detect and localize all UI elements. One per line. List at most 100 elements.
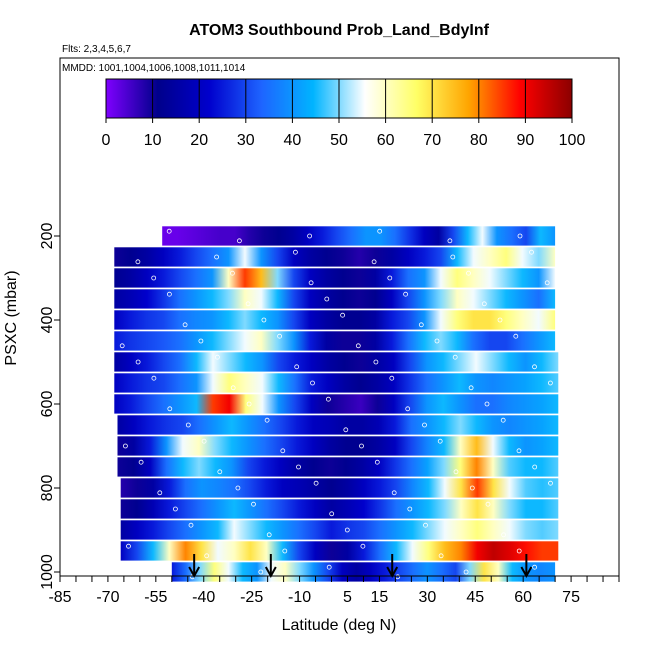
sample-point xyxy=(450,254,456,260)
sample-point xyxy=(513,333,519,339)
sample-point xyxy=(261,317,267,323)
sample-point xyxy=(313,480,319,486)
colorbar-tick-label: 80 xyxy=(470,132,488,149)
sample-point xyxy=(377,228,383,234)
sample-point xyxy=(185,422,191,428)
colorbar-tick-label: 60 xyxy=(377,132,395,149)
x-tick-label: 5 xyxy=(343,589,352,606)
sample-point xyxy=(214,354,220,360)
sample-point xyxy=(343,427,349,433)
sample-point xyxy=(166,291,172,297)
sample-point xyxy=(204,553,210,559)
sample-point xyxy=(258,569,264,575)
sample-point xyxy=(434,338,440,344)
heatmap-row-350 xyxy=(114,289,556,309)
sample-point xyxy=(468,385,474,391)
sample-point xyxy=(497,317,503,323)
heatmap-row-850 xyxy=(120,499,559,519)
x-tick-label: 75 xyxy=(562,589,580,606)
heatmap-row-800 xyxy=(120,478,559,498)
sample-point xyxy=(452,354,458,360)
sample-point xyxy=(389,375,395,381)
x-tick-label: -40 xyxy=(192,589,215,606)
x-tick-label: -70 xyxy=(96,589,119,606)
plot-frame xyxy=(59,57,620,577)
sample-point xyxy=(405,406,411,412)
colorbar-tick-label: 40 xyxy=(284,132,302,149)
sample-point xyxy=(340,312,346,318)
sample-point xyxy=(447,238,453,244)
sample-point xyxy=(280,448,286,454)
sample-point xyxy=(229,270,235,276)
sample-point xyxy=(119,343,125,349)
sample-point xyxy=(423,522,428,528)
sample-point xyxy=(453,469,459,475)
y-tick-label: 600 xyxy=(39,391,56,418)
sample-point xyxy=(500,417,506,423)
heatmap-row-750 xyxy=(117,457,559,477)
sample-point xyxy=(126,543,131,549)
flight-marker-arrowhead xyxy=(188,566,201,579)
sample-point xyxy=(277,333,283,339)
sample-point xyxy=(359,443,364,449)
sample-point xyxy=(344,527,350,533)
sample-point xyxy=(201,438,207,444)
sample-point xyxy=(532,564,537,570)
sample-point xyxy=(138,459,144,465)
heatmap-row-500 xyxy=(114,352,559,372)
sample-point xyxy=(391,490,397,496)
colorbar-tick-label: 100 xyxy=(559,132,586,149)
sample-point xyxy=(463,569,469,575)
colorbar-tick-label: 70 xyxy=(423,132,441,149)
colorbar-tick-label: 20 xyxy=(190,132,208,149)
sample-point xyxy=(266,532,272,538)
sample-point xyxy=(182,322,188,328)
sample-point xyxy=(217,469,223,475)
sample-point xyxy=(469,485,475,491)
heatmap-row-400 xyxy=(114,310,556,330)
sample-point xyxy=(485,501,491,507)
heatmap-row-950 xyxy=(120,541,559,561)
sample-point xyxy=(172,506,178,512)
sample-point xyxy=(188,522,194,528)
x-tick-label: 60 xyxy=(514,589,532,606)
x-tick-label: -25 xyxy=(240,589,263,606)
colorbar-tick-label: 0 xyxy=(102,132,111,149)
sample-point xyxy=(438,553,444,559)
sample-point xyxy=(403,291,409,297)
sample-point xyxy=(532,364,537,370)
sample-point xyxy=(325,396,331,402)
sample-point xyxy=(437,438,443,444)
sample-point xyxy=(374,459,380,465)
sample-point xyxy=(532,464,538,470)
sample-point xyxy=(326,564,332,570)
y-tick-label: 800 xyxy=(39,475,56,502)
chart-title: ATOM3 Southbound Prob_Land_BdyInf xyxy=(189,22,490,39)
sample-point xyxy=(308,280,314,286)
heatmap-row-200 xyxy=(162,226,556,246)
x-tick-label: -10 xyxy=(288,589,311,606)
sample-point xyxy=(466,270,471,276)
sample-point xyxy=(418,322,424,328)
sample-point xyxy=(310,380,315,386)
sample-point xyxy=(167,406,173,412)
sample-point xyxy=(157,490,163,496)
y-axis-label: PSXC (mbar) xyxy=(3,270,20,365)
sample-point xyxy=(501,532,507,538)
sample-point xyxy=(264,417,270,423)
sample-point xyxy=(387,275,393,281)
heatmap-row-550 xyxy=(114,373,559,393)
flight-marker-arrowhead xyxy=(386,566,399,579)
sample-point xyxy=(529,249,534,255)
sample-point xyxy=(151,275,157,281)
heatmap-row-250 xyxy=(114,247,556,267)
sample-point xyxy=(214,254,220,260)
y-tick-label: 200 xyxy=(39,223,56,250)
sample-point xyxy=(251,501,256,507)
colorbar: 0 10 20 30 40 50 60 70 80 90 100 xyxy=(102,78,586,149)
sample-point xyxy=(246,401,252,407)
sample-point xyxy=(373,359,379,365)
colorbar-tick-label: 30 xyxy=(237,132,255,149)
sample-point xyxy=(166,228,172,234)
